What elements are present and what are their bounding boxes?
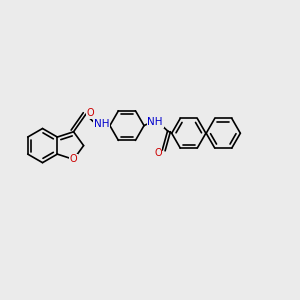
Text: O: O [154, 148, 162, 158]
Text: O: O [70, 154, 77, 164]
Text: NH: NH [94, 119, 110, 129]
Text: O: O [86, 108, 94, 118]
Text: NH: NH [148, 117, 163, 127]
